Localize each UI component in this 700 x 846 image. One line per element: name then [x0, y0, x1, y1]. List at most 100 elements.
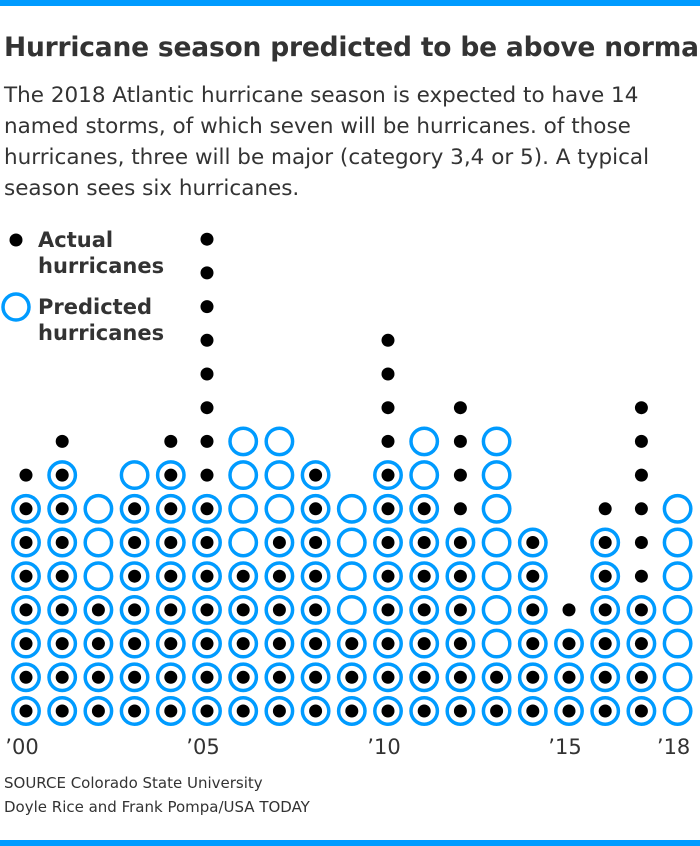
- actual-hurricane-marker-2011-5: [417, 569, 431, 583]
- predicted-hurricane-marker-2006-3: [228, 628, 259, 659]
- actual-hurricane-marker-2005-11: [200, 367, 214, 381]
- actual-hurricane-marker-2004-4: [164, 603, 178, 617]
- predicted-hurricane-marker-2014-1: [517, 696, 548, 726]
- predicted-hurricane-marker-2004-7: [155, 493, 186, 524]
- actual-hurricane-marker-2012-1: [453, 704, 467, 718]
- x-tick-label-2018: ’18: [657, 735, 690, 759]
- predicted-hurricane-marker-2015-1: [554, 696, 584, 726]
- predicted-hurricane-marker-2006-4: [228, 594, 259, 625]
- actual-hurricane-marker-2003-1: [128, 704, 142, 718]
- actual-hurricane-marker-2005-9: [200, 434, 214, 448]
- predicted-hurricane-marker-2016-5: [590, 561, 621, 592]
- predicted-hurricane-marker-2005-7: [192, 493, 222, 524]
- predicted-hurricane-marker-2006-2: [228, 662, 259, 693]
- actual-hurricane-marker-2005-12: [200, 333, 214, 347]
- actual-hurricane-marker-2008-3: [309, 637, 323, 651]
- predicted-hurricane-marker-2004-2: [155, 662, 186, 693]
- actual-hurricane-marker-2008-2: [309, 670, 323, 684]
- predicted-hurricane-marker-2002-1: [83, 696, 114, 726]
- predicted-hurricane-marker-2001-4: [47, 594, 78, 625]
- legend-actual-label-line1: Actual: [38, 228, 113, 252]
- predicted-hurricane-marker-2000-5: [11, 561, 41, 592]
- predicted-hurricane-marker-2018-1: [662, 696, 693, 726]
- actual-hurricane-marker-2003-3: [128, 637, 142, 651]
- predicted-hurricane-marker-2005-6: [192, 527, 222, 558]
- predicted-hurricane-marker-2004-5: [155, 561, 186, 592]
- predicted-hurricane-marker-2001-5: [47, 561, 78, 592]
- predicted-hurricane-marker-2017-3: [626, 628, 657, 659]
- predicted-hurricane-marker-2011-3: [409, 628, 440, 659]
- predicted-hurricane-marker-2011-6: [409, 527, 440, 558]
- actual-hurricane-marker-2016-4: [598, 603, 612, 617]
- predicted-hurricane-marker-2015-3: [554, 628, 584, 659]
- actual-hurricane-marker-2014-4: [526, 603, 540, 617]
- actual-hurricane-marker-2010-7: [381, 502, 395, 516]
- predicted-hurricane-marker-2007-8: [264, 460, 295, 491]
- actual-hurricane-marker-2006-1: [236, 704, 250, 718]
- actual-hurricane-marker-2006-2: [236, 670, 250, 684]
- actual-hurricane-marker-2016-5: [598, 569, 612, 583]
- predicted-hurricane-marker-2009-1: [336, 696, 367, 726]
- actual-hurricane-marker-2007-1: [272, 704, 286, 718]
- legend-predicted-label-line2: hurricanes: [38, 321, 164, 345]
- predicted-hurricane-marker-2000-3: [11, 628, 41, 659]
- actual-hurricane-marker-2017-4: [634, 603, 648, 617]
- predicted-hurricane-marker-2013-8: [481, 460, 512, 491]
- actual-hurricane-marker-2016-6: [598, 536, 612, 549]
- actual-hurricane-marker-2001-9: [55, 434, 69, 448]
- legend-actual-marker: [9, 233, 23, 247]
- actual-hurricane-marker-2004-9: [164, 434, 178, 448]
- actual-hurricane-marker-2011-6: [417, 536, 431, 549]
- predicted-hurricane-marker-2010-7: [373, 493, 403, 524]
- predicted-hurricane-marker-2014-3: [517, 628, 548, 659]
- predicted-hurricane-marker-2011-9: [409, 426, 440, 457]
- predicted-hurricane-marker-2003-5: [119, 561, 150, 592]
- predicted-hurricane-marker-2006-7: [228, 493, 259, 524]
- actual-hurricane-marker-2012-2: [453, 670, 467, 684]
- legend: Actual hurricanes Predicted hurricanes: [1, 228, 164, 345]
- predicted-hurricane-marker-2003-6: [119, 527, 150, 558]
- actual-hurricane-marker-2000-8: [19, 468, 33, 482]
- actual-hurricane-marker-2015-4: [562, 603, 576, 617]
- actual-hurricane-marker-2012-9: [453, 434, 467, 448]
- source-note: SOURCE Colorado State University: [4, 774, 263, 792]
- actual-hurricane-marker-2017-7: [634, 502, 648, 516]
- actual-hurricane-marker-2016-1: [598, 704, 612, 718]
- actual-hurricane-marker-2016-7: [598, 502, 612, 516]
- actual-hurricane-marker-2011-3: [417, 637, 431, 651]
- predicted-hurricane-marker-2004-1: [155, 696, 186, 726]
- actual-hurricane-marker-2002-4: [91, 603, 105, 617]
- actual-hurricane-marker-2005-8: [200, 468, 214, 482]
- predicted-hurricane-marker-2016-4: [590, 594, 621, 625]
- predicted-hurricane-marker-2018-2: [662, 662, 693, 693]
- predicted-hurricane-marker-2018-6: [662, 527, 693, 558]
- predicted-hurricane-marker-2013-3: [481, 628, 512, 659]
- actual-hurricane-marker-2005-5: [200, 569, 214, 583]
- actual-hurricane-marker-2017-8: [634, 468, 648, 482]
- actual-hurricane-marker-2016-3: [598, 637, 612, 651]
- predicted-hurricane-marker-2000-4: [11, 594, 41, 625]
- actual-hurricane-marker-2008-7: [309, 502, 323, 516]
- actual-hurricane-marker-2004-7: [164, 502, 178, 516]
- predicted-hurricane-marker-2000-2: [11, 662, 41, 693]
- actual-hurricane-marker-2008-6: [309, 536, 323, 549]
- legend-predicted-marker: [1, 292, 31, 322]
- predicted-hurricane-marker-2004-3: [155, 628, 186, 659]
- predicted-hurricane-marker-2013-6: [481, 527, 512, 558]
- actual-hurricane-marker-2012-5: [453, 569, 467, 583]
- predicted-hurricane-marker-2001-2: [47, 662, 78, 693]
- predicted-hurricane-marker-2016-3: [590, 628, 621, 659]
- actual-hurricane-marker-2017-2: [634, 670, 648, 684]
- actual-hurricane-marker-2012-8: [453, 468, 467, 482]
- actual-hurricane-marker-2000-3: [19, 637, 33, 651]
- predicted-hurricane-marker-2008-2: [300, 662, 331, 693]
- x-tick-label-2005: ’05: [186, 735, 219, 759]
- predicted-hurricane-marker-2003-3: [119, 628, 150, 659]
- actual-hurricane-marker-2000-5: [19, 569, 33, 583]
- predicted-hurricane-marker-2018-3: [662, 628, 693, 659]
- predicted-hurricane-marker-2004-4: [155, 594, 186, 625]
- predicted-hurricane-marker-2003-1: [119, 696, 150, 726]
- actual-hurricane-marker-2011-4: [417, 603, 431, 617]
- predicted-hurricane-marker-2010-1: [373, 696, 403, 726]
